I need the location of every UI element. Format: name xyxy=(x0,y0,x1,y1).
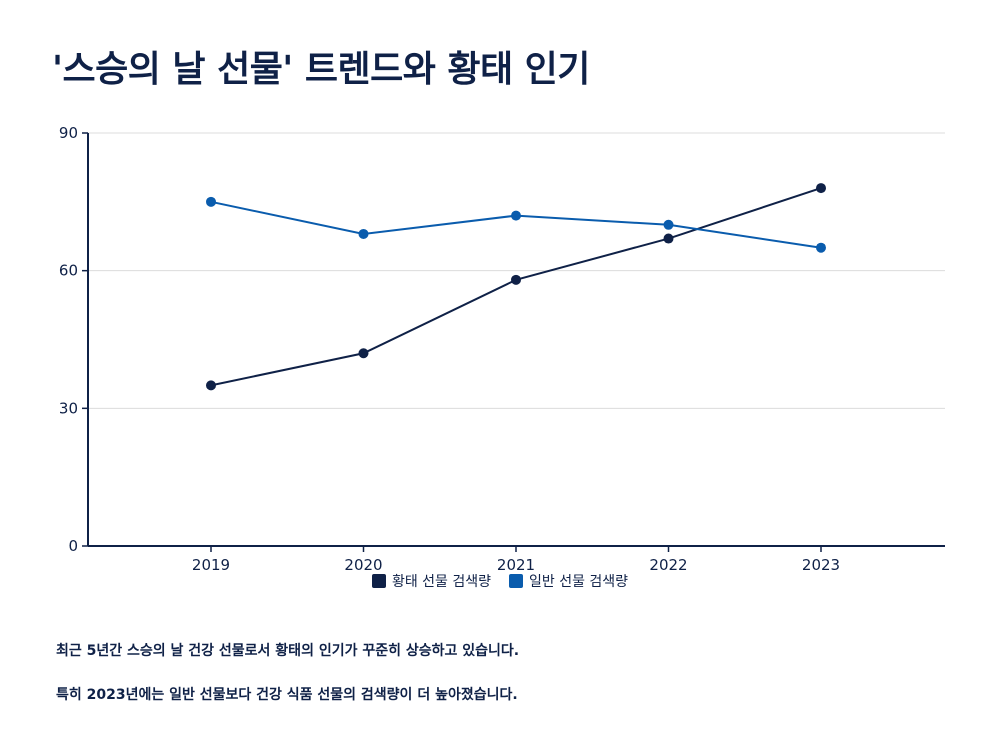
chart-title: '스승의 날 선물' 트렌드와 황태 인기 xyxy=(52,49,590,90)
data-point-1-2020 xyxy=(358,228,369,239)
data-point-1-2019 xyxy=(206,196,216,207)
y-tick-label-30: 30 xyxy=(59,399,78,417)
y-tick-label-60: 60 xyxy=(59,262,78,280)
note-1: 최근 5년간 스승의 날 건강 선물로서 황태의 인기가 꾸준히 상승하고 있습… xyxy=(56,643,520,659)
legend: 황태 선물 검색량 일반 선물 검색량 xyxy=(0,571,1000,591)
series-lines xyxy=(206,183,826,391)
y-tick-label-0: 0 xyxy=(68,537,78,555)
legend-swatch-general xyxy=(509,574,523,588)
series-line-1 xyxy=(210,200,822,249)
x-tick-label-2021: 2021 xyxy=(497,556,535,574)
data-point-0-2020 xyxy=(358,348,369,359)
x-tick-label-2020: 2020 xyxy=(344,556,382,574)
data-point-1-2023 xyxy=(816,242,826,253)
legend-label-hwangtae: 황태 선물 검색량 xyxy=(391,574,491,590)
data-point-1-2022 xyxy=(663,219,674,230)
note-2: 특히 2023년에는 일반 선물보다 건강 식품 선물의 검색량이 더 높아졌습… xyxy=(56,687,518,703)
data-point-0-2019 xyxy=(206,380,216,391)
grid-lines xyxy=(88,132,945,409)
axes xyxy=(82,132,945,552)
data-point-1-2021 xyxy=(511,210,521,221)
x-tick-label-2023: 2023 xyxy=(802,556,840,574)
data-point-0-2022 xyxy=(663,233,674,244)
line-chart: 0 30 60 90 2019 2020 2021 2022 2023 xyxy=(59,124,945,574)
data-point-0-2023 xyxy=(816,183,826,194)
data-point-0-2021 xyxy=(511,274,521,285)
x-tick-label-2022: 2022 xyxy=(649,556,687,574)
x-tick-label-2019: 2019 xyxy=(192,556,230,574)
legend-swatch-hwangtae xyxy=(371,574,386,588)
legend-item-hwangtae[interactable]: 황태 선물 검색량 xyxy=(371,571,491,591)
legend-label-general: 일반 선물 검색량 xyxy=(529,574,629,590)
tick-labels: 0 30 60 90 2019 2020 2021 2022 2023 xyxy=(59,124,840,574)
y-tick-label-90: 90 xyxy=(59,124,78,142)
legend-item-general[interactable]: 일반 선물 검색량 xyxy=(509,571,628,591)
